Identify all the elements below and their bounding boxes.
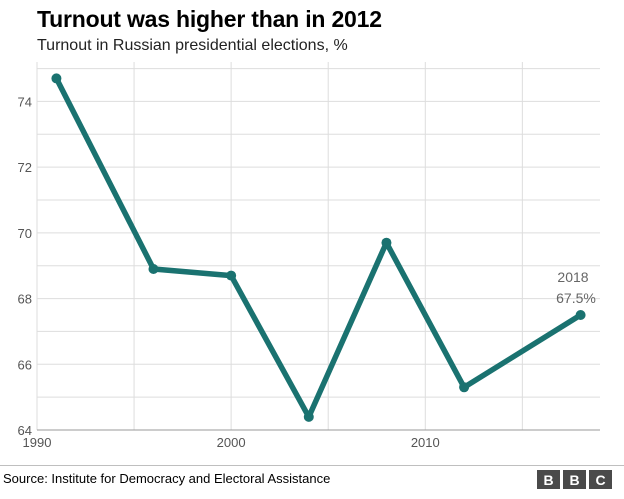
x-tick-label: 2000 <box>217 435 246 450</box>
grid <box>36 62 600 430</box>
data-point <box>575 310 586 320</box>
y-tick-label: 72 <box>18 160 32 175</box>
bbc-logo-letter: B <box>563 470 586 489</box>
data-point <box>148 264 159 274</box>
annotation-value-label: 67.5% <box>556 290 596 306</box>
data-point <box>381 237 392 248</box>
source-note: Source: Institute for Democracy and Elec… <box>3 471 331 486</box>
x-tick-label: 1990 <box>23 435 52 450</box>
line-chart: 64 66 68 70 72 74 1990 2000 2010 2018 67.5% <box>18 62 600 450</box>
y-tick-label: 70 <box>18 226 32 241</box>
data-point <box>303 411 314 422</box>
data-point <box>459 382 470 393</box>
bbc-logo-letter: C <box>589 470 612 489</box>
chart-subtitle: Turnout in Russian presidential election… <box>37 37 348 54</box>
y-tick-label: 64 <box>18 423 32 438</box>
y-tick-label: 68 <box>18 292 32 307</box>
series-turnout <box>51 73 586 422</box>
axes: 64 66 68 70 72 74 1990 2000 2010 <box>18 94 600 450</box>
y-tick-label: 66 <box>18 357 32 372</box>
bbc-logo: B B C <box>537 470 612 489</box>
data-point <box>51 73 62 84</box>
chart-title: Turnout was higher than in 2012 <box>37 6 382 32</box>
annotation: 2018 67.5% <box>556 269 596 306</box>
data-point <box>226 270 237 281</box>
y-tick-label: 74 <box>18 94 32 109</box>
footer-divider <box>0 465 624 466</box>
x-tick-label: 2010 <box>411 435 440 450</box>
series-line <box>53 75 584 420</box>
bbc-logo-letter: B <box>537 470 560 489</box>
annotation-year-label: 2018 <box>557 269 588 285</box>
